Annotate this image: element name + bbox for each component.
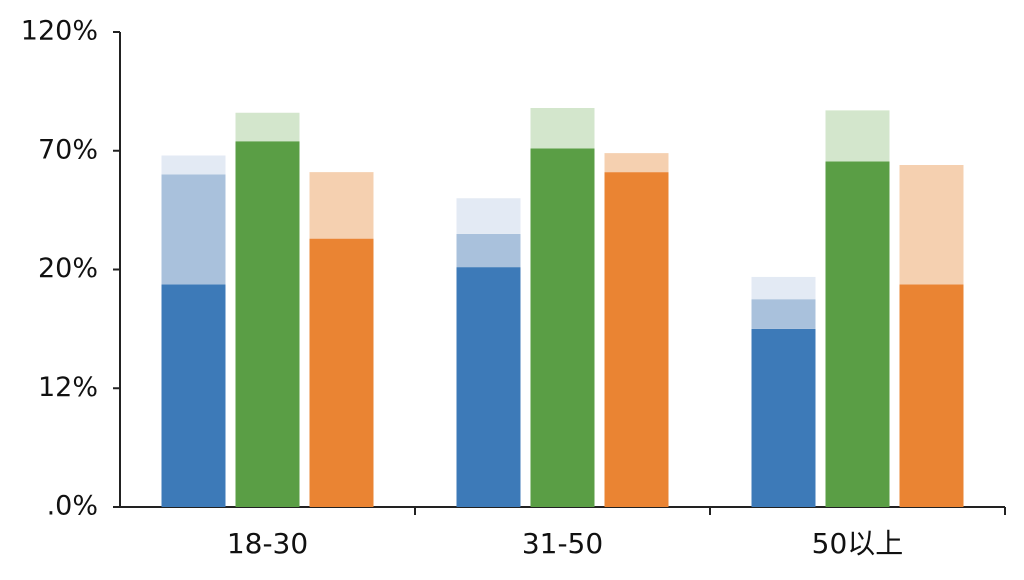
bar-segment — [161, 155, 226, 175]
y-tick-label: 20% — [38, 253, 98, 284]
bar-segment — [751, 299, 816, 329]
y-tick-label: 120% — [21, 16, 98, 47]
bar-segment — [530, 108, 595, 149]
bar-segment — [825, 110, 890, 162]
bar-segment — [161, 284, 226, 507]
bar-segment — [161, 174, 226, 285]
bar-segment — [309, 172, 374, 239]
bar-segment — [751, 328, 816, 507]
bar-segment — [456, 233, 521, 268]
y-tick-label: 12% — [38, 372, 98, 403]
bar-segment — [899, 165, 964, 285]
bar-segment — [456, 267, 521, 507]
x-tick-label: 18-30 — [227, 527, 308, 560]
bar-segment — [604, 153, 669, 173]
bar-segment — [825, 161, 890, 507]
x-tick-label: 31-50 — [522, 527, 603, 560]
bar-segment — [604, 172, 669, 507]
bar-segment — [530, 148, 595, 507]
bar-segment — [235, 141, 300, 507]
x-tick-label: 50以上 — [812, 527, 904, 560]
y-tick-label: .0% — [47, 491, 98, 522]
bar-segment — [456, 198, 521, 234]
bar-segment — [235, 112, 300, 142]
bar-segment — [751, 276, 816, 300]
y-tick-label: 70% — [38, 134, 98, 165]
bar-segment — [899, 284, 964, 507]
bar-segment — [309, 238, 374, 507]
